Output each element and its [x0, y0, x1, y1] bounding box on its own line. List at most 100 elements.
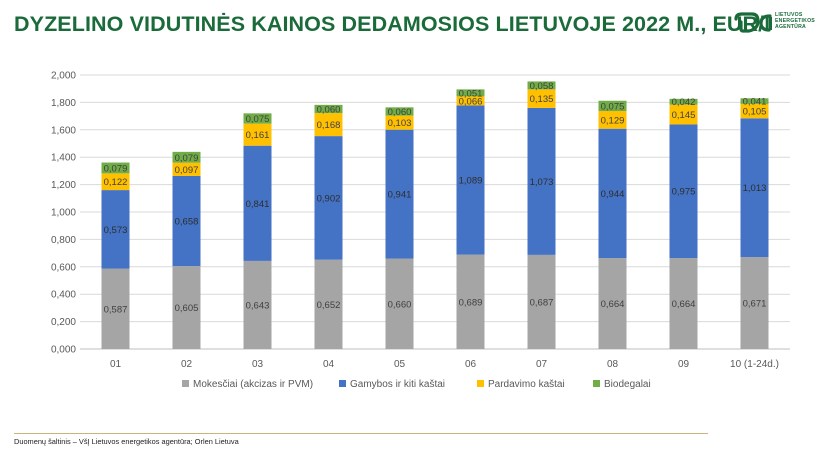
x-tick-label: 06: [465, 359, 477, 370]
y-tick-label: 0,400: [51, 290, 76, 301]
data-label: 0,058: [530, 81, 554, 92]
legend-label: Pardavimo kaštai: [488, 379, 565, 390]
data-label: 0,643: [246, 300, 270, 311]
agency-logo-icon: [734, 12, 772, 33]
bar-segment: [314, 259, 343, 349]
x-tick-label: 04: [323, 359, 335, 370]
bar-segment: [101, 173, 130, 191]
x-tick-label: 03: [252, 359, 264, 370]
bar-segment: [527, 81, 556, 90]
y-tick-label: 0,200: [51, 317, 76, 328]
data-label: 0,060: [388, 107, 412, 118]
bar-segment: [598, 100, 627, 112]
data-label: 0,060: [317, 104, 341, 115]
data-label: 0,168: [317, 120, 341, 131]
bar-segment: [669, 98, 698, 105]
bar-segment: [740, 98, 769, 104]
data-label: 0,975: [672, 187, 696, 198]
bar-segment: [385, 129, 414, 259]
bar-segment: [243, 145, 272, 261]
bar-segment: [314, 113, 343, 137]
data-label: 0,689: [459, 297, 483, 308]
data-label: 0,587: [104, 304, 128, 315]
y-tick-label: 0,800: [51, 235, 76, 246]
data-label: 0,135: [530, 94, 554, 105]
x-tick-label: 10 (1-24d.): [730, 359, 779, 370]
bar-segment: [385, 258, 414, 349]
y-tick-label: 1,800: [51, 98, 76, 109]
data-label: 0,097: [175, 165, 199, 176]
data-label: 0,658: [175, 217, 199, 228]
data-label: 0,664: [672, 299, 696, 310]
data-label: 0,652: [317, 300, 341, 311]
data-label: 0,664: [601, 299, 625, 310]
x-tick-label: 05: [394, 359, 406, 370]
y-tick-label: 0,600: [51, 262, 76, 273]
bar-segment: [172, 151, 201, 163]
bar-segment: [598, 128, 627, 259]
y-tick-label: 1,000: [51, 208, 76, 219]
bar-segment: [598, 258, 627, 349]
data-label: 0,075: [601, 101, 625, 112]
logo-text: LIETUVOS ENERGETIKOS AGENTŪRA: [775, 12, 815, 31]
bar-segment: [456, 105, 485, 255]
legend-swatch: [339, 380, 346, 387]
data-label: 0,075: [246, 114, 270, 125]
bar-segment: [385, 107, 414, 116]
legend-label: Biodegalai: [604, 379, 651, 390]
data-label: 0,944: [601, 189, 625, 200]
logo-line: AGENTŪRA: [775, 24, 806, 31]
bar-segment: [669, 124, 698, 259]
data-label: 1,073: [530, 177, 554, 188]
bar-segment: [740, 257, 769, 349]
bar-segment: [456, 96, 485, 106]
bar-segment: [527, 254, 556, 349]
legend-swatch: [593, 380, 600, 387]
bar-segment: [101, 268, 130, 349]
legend-label: Gamybos ir kiti kaštai: [350, 379, 445, 390]
y-tick-label: 2,000: [51, 71, 76, 82]
data-label: 0,145: [672, 110, 696, 121]
data-label: 0,660: [388, 299, 412, 310]
y-tick-label: 1,200: [51, 180, 76, 191]
bar-segment: [385, 115, 414, 130]
data-label: 0,573: [104, 225, 128, 236]
data-label: 0,041: [743, 97, 767, 108]
y-tick-label: 1,600: [51, 125, 76, 136]
data-label: 0,129: [601, 115, 625, 126]
source-note: Duomenų šaltinis – VšĮ Lietuvos energeti…: [14, 437, 239, 446]
bar-segment: [101, 162, 130, 174]
bar-segment: [314, 104, 343, 114]
y-tick-label: 0,000: [51, 345, 76, 356]
data-label: 0,042: [672, 97, 696, 108]
data-label: 0,079: [104, 163, 128, 174]
chart-title: DYZELINO VIDUTINĖS KAINOS DEDAMOSIOS LIE…: [14, 12, 771, 36]
x-tick-label: 01: [110, 359, 122, 370]
bar-segment: [314, 136, 343, 260]
data-label: 0,671: [743, 299, 767, 310]
bar-segment: [456, 254, 485, 349]
bar-segment: [243, 123, 272, 146]
data-label: 0,066: [459, 96, 483, 107]
data-label: 0,105: [743, 107, 767, 118]
data-label: 0,941: [388, 190, 412, 201]
bar-segment: [172, 175, 201, 267]
data-label: 0,687: [530, 297, 554, 308]
bar-segment: [527, 89, 556, 108]
bar-segment: [101, 190, 130, 269]
bar-segment: [669, 258, 698, 349]
data-label: 1,013: [743, 183, 767, 194]
data-label: 0,902: [317, 193, 341, 204]
x-tick-label: 07: [536, 359, 548, 370]
x-tick-label: 02: [181, 359, 193, 370]
bar-segment: [243, 113, 272, 124]
footer-divider: [14, 433, 708, 434]
bar-segment: [740, 103, 769, 119]
legend-swatch: [182, 380, 189, 387]
data-label: 0,841: [246, 199, 270, 210]
x-tick-label: 09: [678, 359, 690, 370]
data-label: 0,079: [175, 153, 199, 164]
data-label: 0,122: [104, 177, 128, 188]
bar-segment: [172, 162, 201, 176]
